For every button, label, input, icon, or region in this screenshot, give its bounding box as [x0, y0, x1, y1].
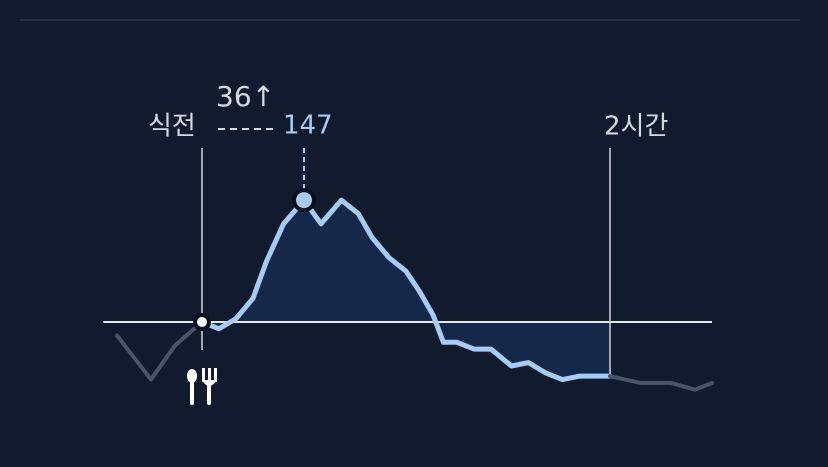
meal-icon: [187, 368, 217, 405]
meal-point: [193, 313, 211, 331]
line: [608, 374, 714, 392]
area: [202, 200, 610, 380]
meal-label: 식전: [148, 112, 196, 142]
rise-label: 36↑: [216, 80, 275, 113]
line: [199, 197, 613, 383]
plot: [103, 148, 714, 392]
peak-label: 147: [283, 111, 333, 141]
line: [115, 320, 204, 382]
end-label: 2시간: [604, 112, 668, 142]
peak-point: [292, 188, 316, 213]
